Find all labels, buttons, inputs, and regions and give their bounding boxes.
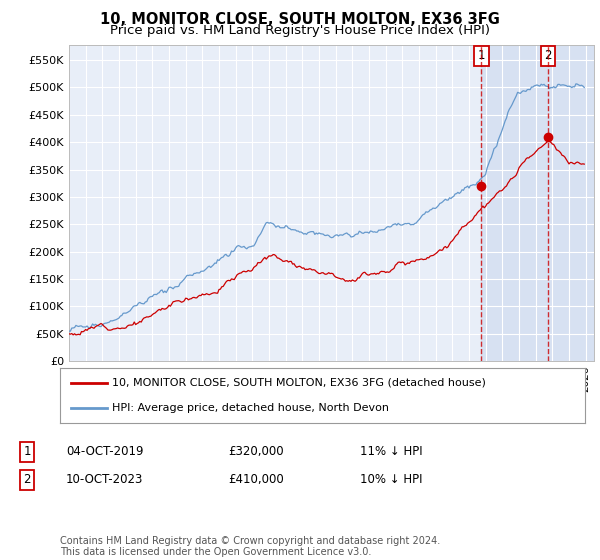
Text: Price paid vs. HM Land Registry's House Price Index (HPI): Price paid vs. HM Land Registry's House …: [110, 24, 490, 36]
Text: 10% ↓ HPI: 10% ↓ HPI: [360, 473, 422, 487]
Bar: [481, 45, 594, 361]
Text: HPI: Average price, detached house, North Devon: HPI: Average price, detached house, Nort…: [113, 403, 389, 413]
Text: 10, MONITOR CLOSE, SOUTH MOLTON, EX36 3FG: 10, MONITOR CLOSE, SOUTH MOLTON, EX36 3F…: [100, 12, 500, 27]
Text: 10, MONITOR CLOSE, SOUTH MOLTON, EX36 3FG (detached house): 10, MONITOR CLOSE, SOUTH MOLTON, EX36 3F…: [113, 378, 487, 388]
Text: £410,000: £410,000: [228, 473, 284, 487]
Text: Contains HM Land Registry data © Crown copyright and database right 2024.
This d: Contains HM Land Registry data © Crown c…: [60, 535, 440, 557]
Text: 04-OCT-2019: 04-OCT-2019: [66, 445, 143, 459]
Text: 1: 1: [478, 49, 485, 62]
Text: 11% ↓ HPI: 11% ↓ HPI: [360, 445, 422, 459]
Text: 2: 2: [544, 49, 552, 62]
Text: £320,000: £320,000: [228, 445, 284, 459]
Text: 2: 2: [23, 473, 31, 487]
Text: 1: 1: [23, 445, 31, 459]
Text: 10-OCT-2023: 10-OCT-2023: [66, 473, 143, 487]
